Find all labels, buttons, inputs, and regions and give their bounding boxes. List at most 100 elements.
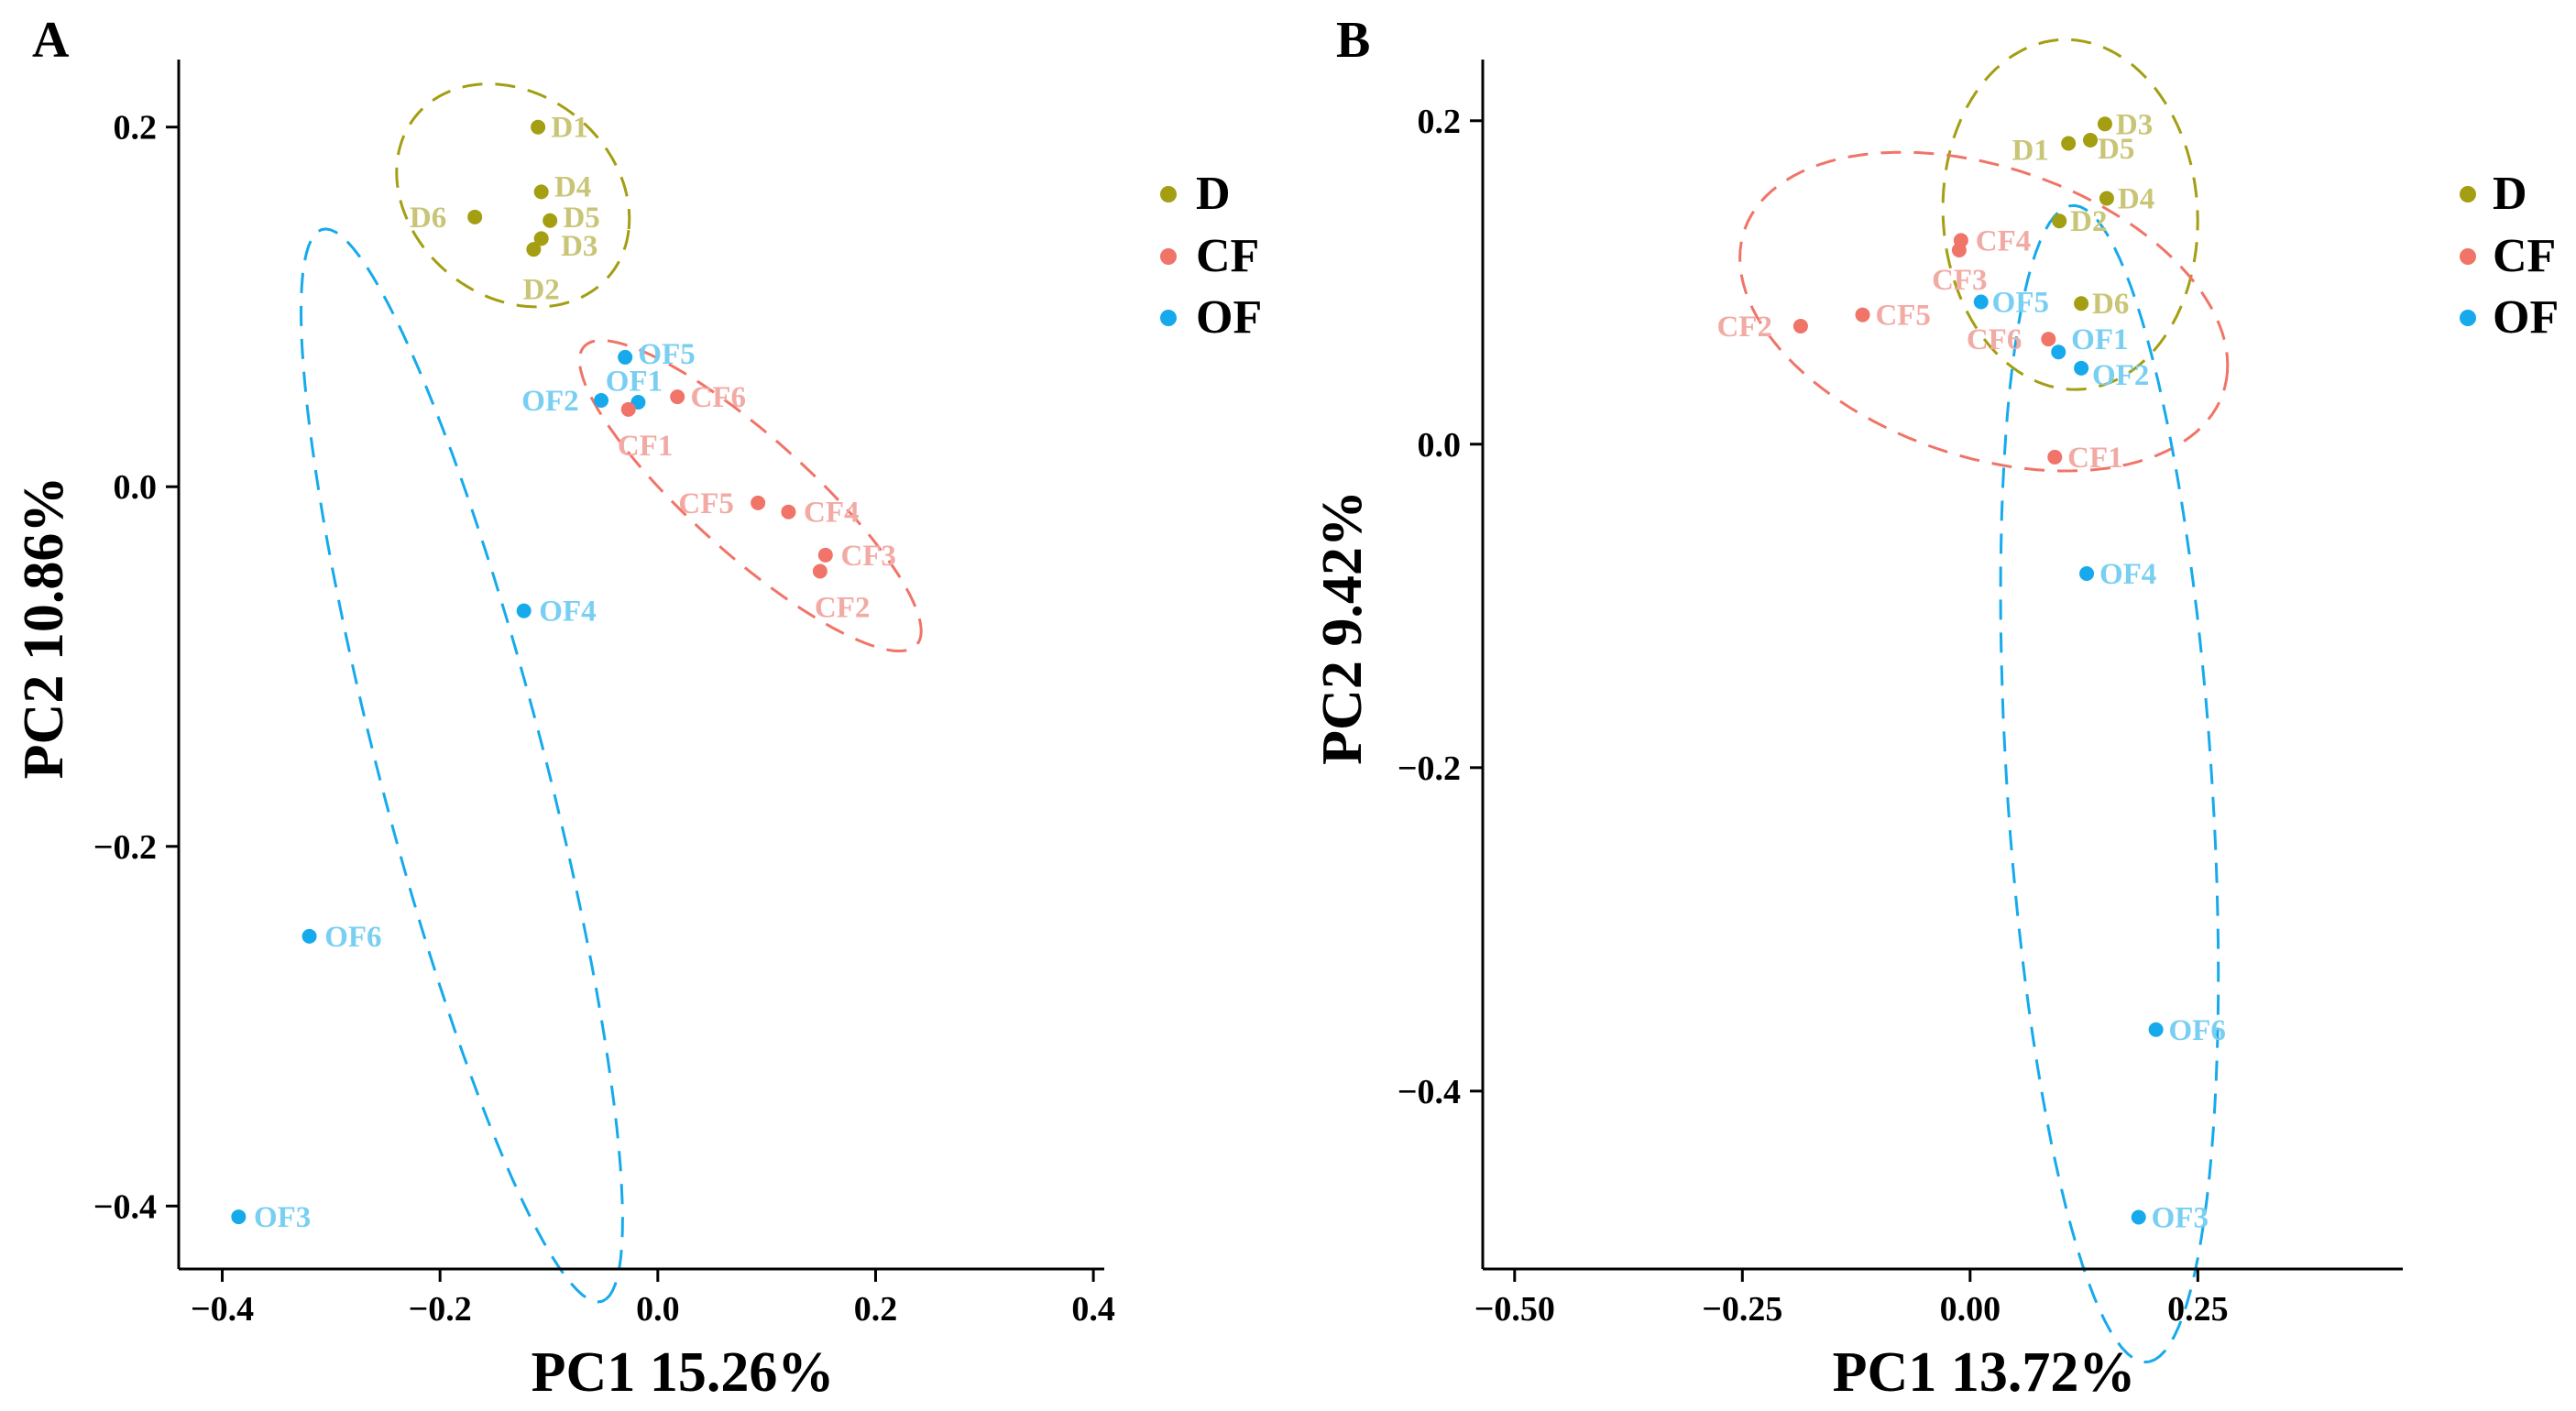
panel-a-point-label-d6: D6 bbox=[410, 202, 446, 235]
panel-a-x-axis-title: PC1 15.26% bbox=[532, 1341, 835, 1404]
panel-b-point-cf1 bbox=[2047, 449, 2063, 465]
panel-b-ellipse-d bbox=[1941, 38, 2199, 391]
panel-a-point-label-cf4: CF4 bbox=[804, 497, 860, 530]
panel-a-point-cf5 bbox=[751, 495, 766, 510]
panel-a-x-tick-label: −0.2 bbox=[409, 1290, 472, 1329]
panel-a-y-tick-label: 0.2 bbox=[114, 109, 158, 148]
panel-a-point-label-cf3: CF3 bbox=[840, 540, 896, 573]
panel-a-ellipse-cf bbox=[577, 339, 923, 653]
panel-b-point-label-cf4: CF4 bbox=[1976, 224, 2032, 257]
panel-b-point-d5 bbox=[2083, 132, 2099, 148]
panel-b-x-tick-label: 0.25 bbox=[2167, 1290, 2229, 1329]
panel-a-x-tick-label: 0.2 bbox=[854, 1290, 898, 1329]
panel-b-point-label-d3: D3 bbox=[2116, 108, 2153, 141]
legend-b-cf-label: CF bbox=[2493, 230, 2556, 282]
panel-b-point-label-of2: OF2 bbox=[2092, 359, 2149, 392]
panel-a-point-d5 bbox=[543, 213, 558, 228]
panel-a-point-label-of1: OF1 bbox=[606, 365, 663, 398]
legend-a-of-label: OF bbox=[1196, 291, 1262, 344]
panel-b-point-label-cf1: CF1 bbox=[2067, 442, 2123, 475]
panel-a-ellipse-of bbox=[299, 227, 624, 1304]
panel-a-letter: A bbox=[32, 12, 70, 69]
panel-b-x-tick-label: −0.50 bbox=[1474, 1290, 1555, 1329]
legend-b-d-marker bbox=[2460, 186, 2476, 202]
panel-b-point-label-d4: D4 bbox=[2118, 183, 2154, 216]
panel-a-point-label-cf1: CF1 bbox=[618, 430, 674, 463]
panel-a-x-tick-label: 0.0 bbox=[636, 1290, 680, 1329]
panel-a-point-cf6 bbox=[670, 389, 685, 405]
panel-a-point-cf3 bbox=[817, 547, 833, 563]
panel-b-point-of1 bbox=[2051, 345, 2066, 360]
legend-a-d-marker bbox=[1160, 186, 1177, 202]
panel-a-point-label-cf6: CF6 bbox=[690, 381, 746, 414]
panel-a-point-label-d1: D1 bbox=[551, 112, 587, 145]
panel-b-y-tick-label: −0.2 bbox=[1398, 749, 1461, 788]
panel-b-y-tick-label: 0.2 bbox=[1418, 103, 1462, 141]
panel-a-point-label-d3: D3 bbox=[561, 230, 597, 263]
panel-b-y-tick-label: −0.4 bbox=[1398, 1073, 1461, 1111]
panel-b-point-label-d6: D6 bbox=[2092, 288, 2129, 321]
panel-b-point-label-cf3: CF3 bbox=[1932, 264, 1988, 297]
panel-a-x-tick-label: −0.4 bbox=[191, 1290, 254, 1329]
panel-b-point-d3 bbox=[2097, 116, 2112, 132]
panel-a-point-label-d5: D5 bbox=[563, 202, 599, 235]
panel-b-legend: D CF OF bbox=[2460, 168, 2559, 344]
panel-b-x-axis-title: PC1 13.72% bbox=[1833, 1341, 2136, 1404]
panel-a-point-of3 bbox=[231, 1209, 247, 1225]
panel-a-plot: −0.4 −0.2 0.0 0.2 0.4 0.2 0.0 −0.2 −0.4 D1 D4D5D3… bbox=[93, 60, 1115, 1329]
panel-b-point-of5 bbox=[1973, 294, 1989, 310]
panel-b-point-label-of3: OF3 bbox=[2152, 1202, 2209, 1235]
panel-b-point-of2 bbox=[2074, 360, 2089, 376]
panel-a-point-of5 bbox=[618, 349, 633, 365]
panel-a-y-axis-title: PC2 10.86% bbox=[13, 476, 75, 780]
panel-b-point-label-d2: D2 bbox=[2070, 205, 2107, 238]
panel-b-x-tick-label: −0.25 bbox=[1702, 1290, 1782, 1329]
panel-b-point-cf6 bbox=[2041, 332, 2056, 347]
panel-a-point-label-d2: D2 bbox=[522, 273, 559, 306]
panel-a-point-label-cf2: CF2 bbox=[815, 592, 871, 625]
panel-a-point-cf1 bbox=[620, 401, 636, 417]
panel-b-ellipse-cf bbox=[1738, 150, 2230, 473]
panel-a-point-label-cf5: CF5 bbox=[678, 487, 734, 520]
panel-b-point-d1 bbox=[2061, 136, 2077, 151]
panel-a-point-label-of6: OF6 bbox=[324, 921, 381, 954]
panel-b-point-label-d1: D1 bbox=[2012, 135, 2049, 168]
panel-a-point-label-of3: OF3 bbox=[254, 1201, 311, 1234]
legend-b-d-label: D bbox=[2493, 168, 2527, 220]
legend-a-cf-label: CF bbox=[1196, 230, 1259, 282]
panel-a-y-tick-label: 0.0 bbox=[114, 468, 158, 507]
legend-b-cf-marker bbox=[2460, 248, 2476, 265]
panel-b-point-cf5 bbox=[1855, 307, 1870, 323]
legend-a-d-label: D bbox=[1196, 168, 1231, 220]
panel-b-letter: B bbox=[1336, 12, 1370, 69]
panel-a-point-of4 bbox=[516, 603, 532, 618]
panel-a-point-label-of4: OF4 bbox=[539, 596, 596, 629]
panel-a-y-tick-label: −0.2 bbox=[93, 828, 157, 867]
panel-b-point-d2 bbox=[2052, 213, 2067, 229]
panel-b-point-d4 bbox=[2099, 191, 2114, 206]
panel-a-point-d6 bbox=[467, 209, 483, 224]
panel-b-point-of6 bbox=[2148, 1022, 2164, 1037]
panel-a-y-tick-label: −0.4 bbox=[93, 1187, 157, 1226]
panel-a-point-of2 bbox=[594, 393, 609, 409]
panel-b-point-label-of6: OF6 bbox=[2169, 1014, 2226, 1047]
legend-a-cf-marker bbox=[1160, 248, 1177, 265]
panel-a-point-d3 bbox=[533, 231, 549, 246]
legend-a-of-marker bbox=[1160, 310, 1177, 326]
panel-b-point-label-cf5: CF5 bbox=[1875, 300, 1930, 333]
panel-a-point-label-of2: OF2 bbox=[521, 385, 578, 418]
panel-a-point-of6 bbox=[301, 928, 317, 944]
panel-b-point-of3 bbox=[2131, 1209, 2146, 1225]
panel-b-point-cf3 bbox=[1951, 242, 1967, 257]
legend-b-of-label: OF bbox=[2493, 291, 2559, 344]
panel-a-ellipse-d bbox=[395, 82, 631, 309]
panel-b-point-d6 bbox=[2074, 296, 2089, 312]
panel-a-point-cf4 bbox=[781, 504, 796, 520]
panel-a-point-d4 bbox=[533, 184, 549, 200]
panel-b-point-of4 bbox=[2079, 566, 2095, 582]
panel-b-y-tick-label: 0.0 bbox=[1418, 426, 1462, 465]
panel-b-point-label-cf6: CF6 bbox=[1967, 323, 2022, 356]
panel-a-x-tick-label: 0.4 bbox=[1071, 1290, 1115, 1329]
panel-b-x-tick-label: 0.00 bbox=[1940, 1290, 2001, 1329]
